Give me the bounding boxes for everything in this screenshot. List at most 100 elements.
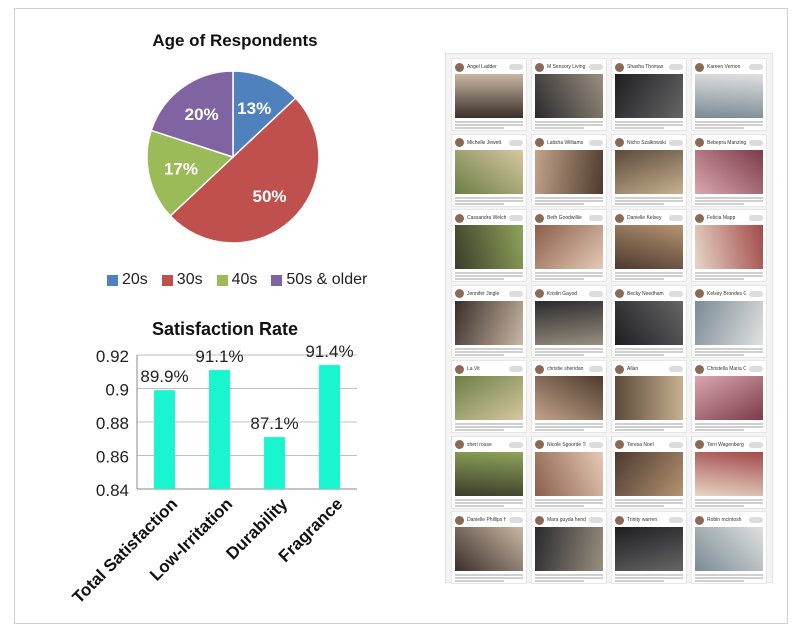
review-text-line xyxy=(615,347,683,350)
review-card-header: Teresa Noel xyxy=(615,440,683,450)
review-photo xyxy=(695,225,763,269)
legend-swatch xyxy=(271,274,283,286)
review-text-line xyxy=(615,577,683,579)
review-photo xyxy=(535,451,603,496)
follow-pill xyxy=(669,366,683,372)
bar-chart: 0.84 0.86 0.88 0.9 0.92 89.9% Total Satisfacti… xyxy=(69,342,357,607)
avatar xyxy=(455,213,464,223)
pie-legend: 20s 30s 40s 50s & older xyxy=(107,271,367,289)
follow-pill xyxy=(749,366,763,372)
review-photo xyxy=(535,149,603,194)
review-text-line xyxy=(535,426,603,428)
pie-slice-40s xyxy=(146,129,235,217)
review-card: Nicole Sgoorde Turner xyxy=(531,435,607,509)
review-text-line xyxy=(455,272,523,274)
follow-pill xyxy=(749,517,763,523)
follow-pill xyxy=(669,290,683,297)
avatar xyxy=(695,289,704,298)
pie-chart: 13% 50% 17% 20% xyxy=(146,70,320,244)
review-card-header: Beth Goodwillie xyxy=(535,213,603,223)
review-photo xyxy=(615,376,683,420)
review-photo xyxy=(455,527,523,571)
review-card: Cassandra Welch xyxy=(451,209,527,282)
reviewer-name: Christella Maria Castle xyxy=(707,366,746,372)
review-text-line xyxy=(695,272,763,274)
review-text-line xyxy=(615,196,683,199)
avatar xyxy=(455,364,464,374)
follow-pill xyxy=(589,517,603,523)
pie-slice-50s-older xyxy=(150,70,234,159)
avatar xyxy=(615,364,624,374)
avatar xyxy=(535,138,544,147)
avatar xyxy=(535,289,544,298)
review-text-line xyxy=(615,504,664,507)
review-card-header: Angel Ladder xyxy=(455,62,523,72)
review-photo xyxy=(455,451,523,496)
review-text-line xyxy=(615,272,683,274)
review-text-line xyxy=(455,350,523,353)
review-text-line xyxy=(615,278,664,280)
review-photo xyxy=(695,300,763,345)
review-card-header: Latisha Williams xyxy=(535,138,603,148)
bar-data-label: 89.9% xyxy=(140,367,188,386)
review-text-line xyxy=(695,498,763,501)
review-card-header: Nicho Szalkowski xyxy=(615,138,683,148)
follow-pill xyxy=(589,290,603,297)
legend-label: 20s xyxy=(122,271,148,288)
review-photo xyxy=(535,376,603,420)
reviewer-name: Robin mcintosh xyxy=(707,517,742,523)
review-card: Michelle Jewett xyxy=(451,133,527,207)
review-card-header: M Sensory Living xyxy=(535,62,603,72)
reviewer-name: Becky Needham xyxy=(627,290,664,297)
avatar xyxy=(455,62,464,72)
y-tick-label: 0.88 xyxy=(96,414,129,433)
avatar xyxy=(615,515,624,525)
reviewer-name: Danielle Phillips Hale xyxy=(467,517,506,523)
review-text-line xyxy=(535,423,603,425)
avatar xyxy=(455,515,464,525)
review-card-header: Bebepra Manzingon xyxy=(695,138,763,148)
review-text-line xyxy=(695,278,744,280)
review-card: Allan xyxy=(611,360,687,433)
review-card: La Vit xyxy=(451,360,527,433)
bar-durability xyxy=(264,437,285,489)
avatar xyxy=(615,138,624,147)
avatar xyxy=(695,213,704,223)
follow-pill xyxy=(749,64,763,70)
review-text-line xyxy=(535,577,603,579)
review-text-line xyxy=(695,196,763,199)
review-card-header: Allan xyxy=(615,364,683,374)
review-text-line xyxy=(695,127,744,129)
review-text-line xyxy=(695,202,744,205)
review-card: Kristin Gayod xyxy=(531,284,607,358)
review-text-line xyxy=(695,275,763,277)
bar-data-label: 87.1% xyxy=(250,414,298,433)
avatar xyxy=(695,515,704,525)
follow-pill xyxy=(669,64,683,70)
review-text-line xyxy=(695,426,763,428)
pie-slice-label: 17% xyxy=(164,160,198,179)
review-text-line xyxy=(535,199,603,202)
review-text-line xyxy=(615,501,683,504)
y-tick-label: 0.9 xyxy=(105,381,129,400)
review-text-line xyxy=(535,202,584,205)
legend-label: 30s xyxy=(176,271,203,288)
review-card-header: Kelsey Brondes Gonzales xyxy=(695,289,763,299)
reviewer-name: Terri Wagenberg xyxy=(707,441,744,448)
review-text-line xyxy=(455,423,523,425)
review-text-line xyxy=(455,278,504,280)
y-tick-label: 0.86 xyxy=(96,448,129,467)
review-photo xyxy=(455,149,523,194)
x-tick-label: Total Satisfaction xyxy=(69,494,182,607)
review-text-line xyxy=(455,353,504,356)
review-photo xyxy=(615,527,683,571)
review-card: Robin mcintosh xyxy=(691,511,767,584)
reviewer-name: Kristin Gayod xyxy=(547,290,578,297)
review-text-line xyxy=(455,580,504,582)
review-photo xyxy=(535,300,603,345)
review-text-line xyxy=(535,350,603,353)
avatar xyxy=(535,213,544,223)
review-text-line xyxy=(455,429,504,431)
review-text-line xyxy=(535,196,603,199)
review-text-line xyxy=(455,127,504,129)
